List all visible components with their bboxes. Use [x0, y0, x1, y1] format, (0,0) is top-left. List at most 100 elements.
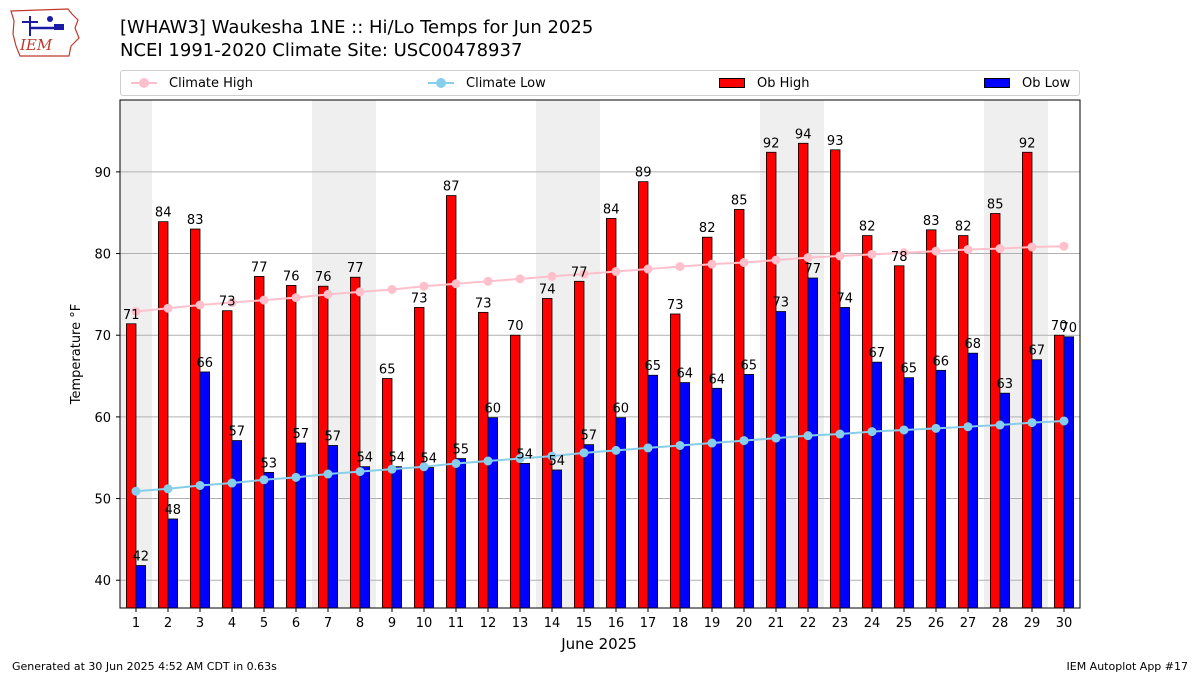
ob-high-label: 76	[315, 270, 332, 285]
ob-low-bar	[167, 518, 179, 609]
ob-low-label: 57	[581, 429, 598, 444]
climate-high-point	[611, 267, 621, 277]
ob-low-bar	[519, 463, 531, 609]
ob-high-label: 77	[571, 265, 588, 280]
ob-high-bar	[381, 378, 393, 609]
ob-high-bar	[734, 209, 745, 609]
climate-high-point	[195, 300, 205, 310]
ob-high-label: 85	[987, 198, 1004, 213]
chart-subtitle: NCEI 1991-2020 Climate Site: USC00478937	[120, 40, 523, 61]
climate-high-point	[739, 258, 749, 268]
ob-high-bar	[894, 265, 905, 609]
ob-high-bar	[638, 181, 649, 609]
ob-low-label: 54	[389, 451, 406, 466]
ob-low-bar	[903, 377, 915, 609]
ob-low-bar	[839, 307, 851, 609]
ob-high-label: 73	[219, 295, 236, 310]
ob-low-bar	[423, 467, 435, 609]
ob-low-label: 67	[869, 346, 886, 361]
climate-low-point	[611, 445, 621, 455]
ob-low-label: 60	[485, 402, 502, 417]
ob-low-label: 65	[901, 362, 918, 377]
climate-low-point	[707, 438, 717, 448]
ob-low-label: 66	[933, 354, 950, 369]
ob-high-label: 89	[635, 166, 652, 181]
x-tick-label: 15	[576, 616, 593, 631]
climate-low-point	[771, 433, 781, 443]
x-tick-label: 8	[356, 616, 364, 631]
ob-low-label: 63	[997, 377, 1014, 392]
x-tick-label: 19	[704, 616, 721, 631]
climate-high-point	[643, 264, 653, 274]
climate-low-point	[131, 486, 141, 496]
climate-low-point	[195, 480, 205, 490]
x-tick-label: 21	[768, 616, 785, 631]
ob-high-bar	[830, 149, 841, 609]
ob-low-label: 42	[133, 550, 150, 565]
ob-high-bar	[702, 236, 713, 609]
ob-high-label: 84	[155, 206, 172, 221]
ob-low-bar	[199, 371, 211, 609]
ob-low-bar	[455, 458, 467, 609]
climate-low-point	[451, 458, 461, 468]
ob-high-bar	[1022, 151, 1033, 609]
x-tick-label: 5	[260, 616, 268, 631]
legend-ob-low-label: Ob Low	[1022, 75, 1071, 91]
x-tick-label: 2	[164, 616, 172, 631]
climate-high-point	[131, 307, 141, 317]
climate-high-point	[835, 251, 845, 261]
ob-high-label: 71	[123, 308, 140, 323]
climate-high-point	[163, 303, 173, 313]
ob-low-label: 54	[357, 451, 374, 466]
x-tick-label: 13	[512, 616, 529, 631]
climate-high-point	[1027, 242, 1037, 252]
climate-high-point	[515, 274, 525, 284]
ob-low-label: 74	[837, 291, 854, 306]
ob-high-bar	[157, 221, 169, 609]
ob-low-label: 57	[229, 425, 246, 440]
climate-low-line	[135, 419, 1065, 493]
climate-high-point	[259, 295, 269, 305]
climate-high-point	[707, 259, 717, 269]
ob-high-bar	[926, 229, 937, 609]
ob-low-label: 60	[613, 402, 630, 417]
ob-high-label: 76	[283, 269, 300, 284]
ob-low-bar	[807, 277, 819, 609]
y-tick-label: 60	[94, 411, 111, 426]
x-tick-label: 14	[544, 616, 561, 631]
climate-low-point	[899, 425, 909, 435]
x-tick-label: 24	[864, 616, 881, 631]
climate-low-point	[867, 427, 877, 437]
generated-timestamp: Generated at 30 Jun 2025 4:52 AM CDT in …	[12, 660, 277, 673]
x-tick-label: 17	[640, 616, 657, 631]
ob-high-bar	[958, 235, 969, 609]
plot-frame	[119, 99, 1081, 609]
climate-lines	[131, 241, 1069, 496]
x-tick-label: 30	[1056, 616, 1073, 631]
ob-high-bar	[509, 334, 521, 609]
x-tick-label: 20	[736, 616, 753, 631]
legend-climate-high-label: Climate High	[169, 75, 254, 91]
ob-low-bar	[487, 417, 499, 609]
climate-low-point	[995, 420, 1005, 430]
bar-value-labels: 71 42 84 48 83 66 73 57 77 53 76 57 76 57 77 54 65 54 73 54…	[123, 127, 1077, 564]
ob-high-label: 82	[699, 221, 716, 236]
climate-high-point	[483, 276, 493, 286]
climate-high-point	[227, 298, 237, 308]
climate-high-point	[963, 244, 973, 254]
ob-high-label: 73	[475, 296, 492, 311]
x-tick-label: 25	[896, 616, 913, 631]
ob-low-label: 54	[517, 447, 534, 462]
ob-high-bar	[862, 235, 873, 609]
ob-low-bar	[775, 311, 787, 609]
x-tick-label: 12	[480, 616, 497, 631]
iem-logo: IEM	[10, 8, 80, 57]
x-tick-label: 16	[608, 616, 625, 631]
ob-high-label: 73	[411, 291, 428, 306]
ob-low-label: 66	[197, 356, 214, 371]
ob-high-bar	[445, 195, 457, 609]
ob-low-label: 53	[261, 456, 278, 471]
ob-high-bar	[798, 142, 809, 609]
ob-high-label: 65	[379, 363, 396, 378]
